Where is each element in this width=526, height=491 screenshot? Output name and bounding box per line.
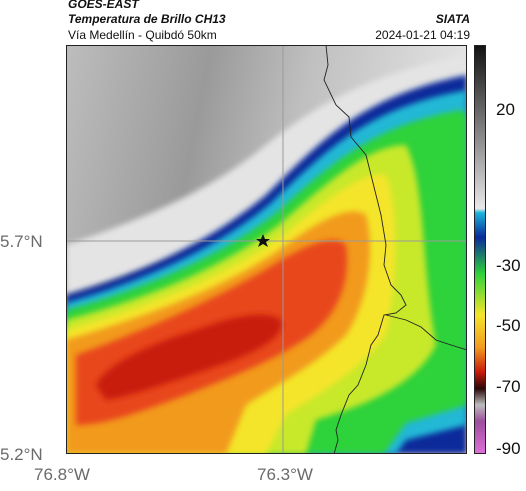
- title-satellite: GOES-EAST: [68, 0, 139, 11]
- brightness-temperature-map: [66, 45, 467, 454]
- x-tick-76.3W: 76.3°W: [257, 465, 313, 484]
- cloud-core-red: [96, 314, 282, 400]
- map-frame: [66, 45, 467, 454]
- datetime-label: 2024-01-21 04:19: [375, 28, 470, 42]
- title-product: Temperatura de Brillo CH13: [68, 12, 226, 26]
- colorbar-frame: [474, 45, 486, 454]
- title-area: Vía Medellín - Quibdó 50km: [68, 28, 217, 42]
- warm-band: [66, 45, 467, 295]
- colorbar-tick-minus70: -70: [496, 377, 521, 396]
- x-tick-76.8W: 76.8°W: [34, 465, 90, 484]
- department-border: [323, 45, 407, 454]
- colorbar-tick-minus50: -50: [496, 316, 521, 335]
- colorbar-tick-minus30: -30: [496, 256, 521, 275]
- star-icon: [256, 234, 270, 247]
- agency-label: SIATA: [435, 12, 470, 26]
- y-tick-5.7N: 5.7°N: [0, 232, 43, 251]
- colorbar-tick-20: 20: [496, 100, 515, 119]
- y-tick-5.2N: 5.2°N: [0, 445, 43, 464]
- colorbar-fill: [474, 45, 486, 454]
- department-border-2: [385, 314, 467, 351]
- colorbar-tick-minus90: -90: [496, 439, 521, 458]
- colorbar: [474, 45, 486, 454]
